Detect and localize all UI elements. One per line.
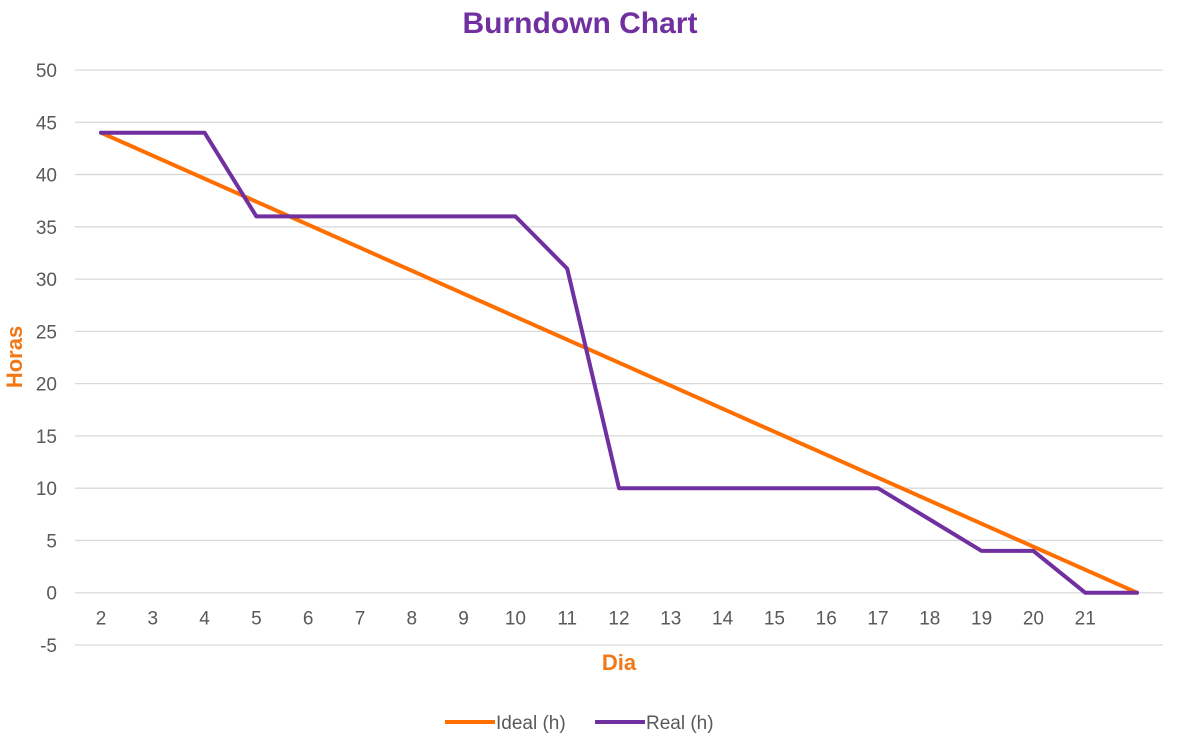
- chart-title: Burndown Chart: [463, 7, 698, 40]
- series-lines: [99, 130, 1139, 595]
- legend-label: Real (h): [646, 713, 714, 734]
- x-tick-label: 2: [96, 609, 107, 630]
- y-tick-label: 35: [36, 218, 57, 239]
- series-line-0: [99, 130, 1139, 595]
- y-tick-label: 25: [36, 322, 57, 343]
- y-tick-label: 40: [36, 166, 57, 187]
- x-tick-label: 9: [458, 609, 469, 630]
- x-axis-ticks: 2 3 4 5 6 7 8 9 10 11 12 13 14 15 16 17 18 19 20 21: [96, 609, 1096, 630]
- y-tick-label: -5: [40, 636, 57, 657]
- y-tick-label: 45: [36, 113, 57, 134]
- x-tick-label: 15: [764, 609, 785, 630]
- series-line-1: [99, 130, 1139, 595]
- x-tick-label: 3: [148, 609, 159, 630]
- x-tick-label: 14: [712, 609, 734, 630]
- y-tick-label: 20: [36, 375, 57, 396]
- legend: Ideal (h) Real (h): [445, 713, 714, 734]
- x-tick-label: 17: [867, 609, 888, 630]
- y-tick-label: 30: [36, 270, 57, 291]
- x-tick-label: 6: [303, 609, 314, 630]
- x-tick-label: 11: [557, 609, 577, 630]
- x-tick-label: 16: [816, 609, 837, 630]
- x-tick-label: 13: [660, 609, 681, 630]
- x-tick-label: 20: [1023, 609, 1044, 630]
- y-tick-label: 15: [36, 427, 57, 448]
- x-tick-label: 4: [199, 609, 210, 630]
- x-tick-label: 21: [1075, 609, 1096, 630]
- x-tick-label: 10: [505, 609, 526, 630]
- x-tick-label: 18: [919, 609, 940, 630]
- y-tick-label: 50: [36, 61, 57, 82]
- y-tick-label: 10: [36, 479, 57, 500]
- y-axis-ticks: -5 0 5 10 15 20 25 30 35 40 45 50: [36, 61, 57, 657]
- y-tick-label: 5: [46, 531, 57, 552]
- x-tick-label: 8: [407, 609, 418, 630]
- x-tick-label: 7: [355, 609, 366, 630]
- legend-label: Ideal (h): [496, 713, 566, 734]
- x-tick-label: 19: [971, 609, 992, 630]
- gridlines: [75, 69, 1163, 646]
- x-axis-title: Dia: [602, 650, 637, 675]
- x-tick-label: 12: [608, 609, 629, 630]
- y-tick-label: 0: [46, 584, 57, 605]
- x-tick-label: 5: [251, 609, 262, 630]
- y-axis-title: Horas: [2, 326, 27, 388]
